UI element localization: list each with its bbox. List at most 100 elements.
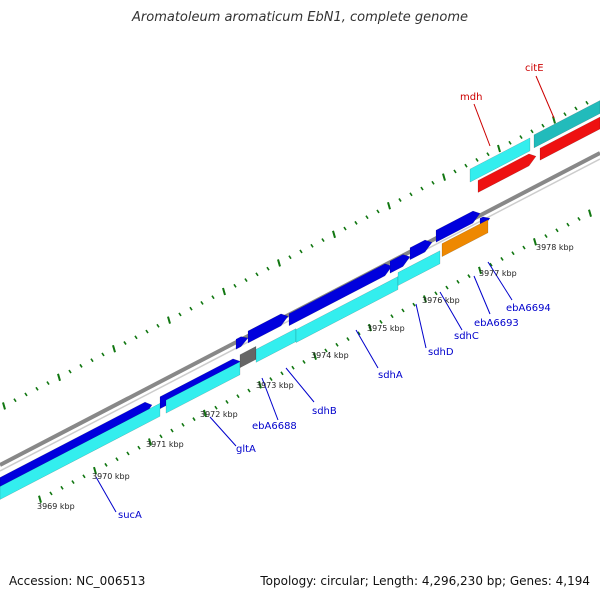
outer-tick	[24, 392, 28, 397]
outer-tick	[266, 266, 270, 271]
outer-tick	[200, 301, 204, 305]
inner-tick	[544, 234, 548, 239]
inner-tick	[445, 285, 449, 290]
leader-sdhA	[355, 329, 379, 369]
inner-tick	[588, 209, 592, 217]
outer-tick	[189, 306, 193, 311]
outer-tick	[112, 344, 116, 353]
outer-tick	[134, 335, 138, 340]
inner-tick	[225, 400, 229, 404]
inner-tick	[522, 245, 526, 250]
cds-mdh-forward	[477, 153, 537, 193]
inner-tick	[357, 331, 361, 336]
inner-tick	[115, 457, 119, 462]
kbp-label: 3969 kbp	[37, 502, 75, 511]
leader-ebA6688	[261, 377, 279, 421]
gene-features	[0, 100, 600, 500]
inner-tick	[390, 314, 394, 319]
kbp-label: 3971 kbp	[146, 440, 184, 449]
inner-tick	[269, 377, 273, 382]
inner-tick	[280, 371, 284, 376]
inner-tick	[291, 365, 295, 370]
leader-sdhB	[285, 367, 315, 403]
outer-tick	[574, 106, 578, 111]
inner-tick	[203, 409, 207, 418]
inner-tick	[192, 417, 196, 422]
outer-tick	[145, 329, 149, 334]
outer-tick	[398, 198, 402, 202]
cds-ebA6694-highlight	[441, 219, 489, 258]
inner-tick	[379, 319, 383, 324]
cds-citE-forward	[539, 116, 600, 161]
cds-ebA6688-grey	[239, 345, 257, 369]
inner-tick	[236, 394, 240, 399]
outer-tick	[13, 398, 17, 403]
gene-label-gltA: gltA	[236, 444, 256, 455]
inner-tick	[247, 388, 251, 393]
outer-tick	[442, 173, 446, 181]
leader-sucA	[95, 476, 117, 513]
outer-tick	[255, 272, 259, 277]
kbp-label: 3975 kbp	[367, 324, 405, 333]
gene-label-sucA: sucA	[118, 510, 142, 521]
outer-tick	[354, 220, 358, 225]
label-leaders	[95, 75, 555, 513]
kbp-labels: 3969 kbp 3970 kbp 3971 kbp 3972 kbp 3973 kbp…	[37, 243, 574, 511]
kbp-label: 3977 kbp	[479, 269, 517, 278]
outer-tick	[475, 158, 479, 162]
outer-tick	[453, 169, 457, 174]
cds-sdhA-forward	[288, 263, 393, 327]
outer-tick	[519, 135, 523, 140]
inner-tick	[489, 262, 493, 267]
outer-tick	[299, 249, 303, 254]
kbp-label: 3972 kbp	[200, 410, 238, 419]
leader-sdhD	[415, 303, 427, 349]
inner-tick	[258, 381, 262, 389]
cds-sdhC-reverse	[397, 250, 441, 286]
inner-tick	[159, 434, 163, 439]
outer-tick	[288, 255, 292, 260]
inner-tick	[368, 323, 372, 332]
outer-tick	[178, 312, 182, 317]
inner-tick	[401, 308, 405, 313]
outer-tick	[343, 226, 347, 231]
outer-tick	[321, 238, 325, 242]
inner-tick	[533, 238, 537, 246]
inner-tick	[148, 438, 152, 446]
outer-tick	[79, 363, 83, 368]
inner-tick	[423, 295, 427, 303]
tick-marks	[2, 100, 592, 503]
outer-tick	[222, 287, 226, 296]
inner-tick	[38, 495, 42, 503]
cds-sdhB-forward	[247, 313, 289, 344]
inner-tick	[302, 359, 306, 364]
kbp-label: 3973 kbp	[256, 381, 294, 390]
outer-tick	[585, 100, 589, 105]
gene-label-sdhC: sdhC	[454, 331, 479, 342]
outer-tick	[376, 209, 380, 214]
inner-tick	[555, 228, 559, 233]
leader-gltA	[209, 416, 237, 447]
kbp-label: 3970 kbp	[92, 472, 130, 481]
gene-label-ebA6693: ebA6693	[474, 318, 519, 329]
leader-citE	[535, 75, 555, 119]
inner-tick	[577, 216, 581, 221]
cds-sucA-reverse	[0, 402, 161, 500]
gene-label-citE: citE	[525, 63, 544, 74]
outer-tick	[90, 358, 94, 363]
inner-tick	[434, 291, 438, 296]
inner-tick	[214, 405, 218, 410]
outer-tick	[464, 163, 468, 168]
inner-tick	[104, 462, 108, 467]
inner-tick	[566, 222, 570, 227]
inner-tick	[511, 251, 515, 256]
outer-tick	[68, 369, 72, 374]
outer-tick	[486, 152, 490, 157]
inner-tick	[49, 491, 53, 496]
leader-ebA6694	[487, 261, 513, 301]
outer-tick	[277, 259, 281, 267]
inner-tick	[500, 257, 504, 261]
inner-tick	[456, 279, 460, 284]
inner-tick	[82, 474, 86, 479]
